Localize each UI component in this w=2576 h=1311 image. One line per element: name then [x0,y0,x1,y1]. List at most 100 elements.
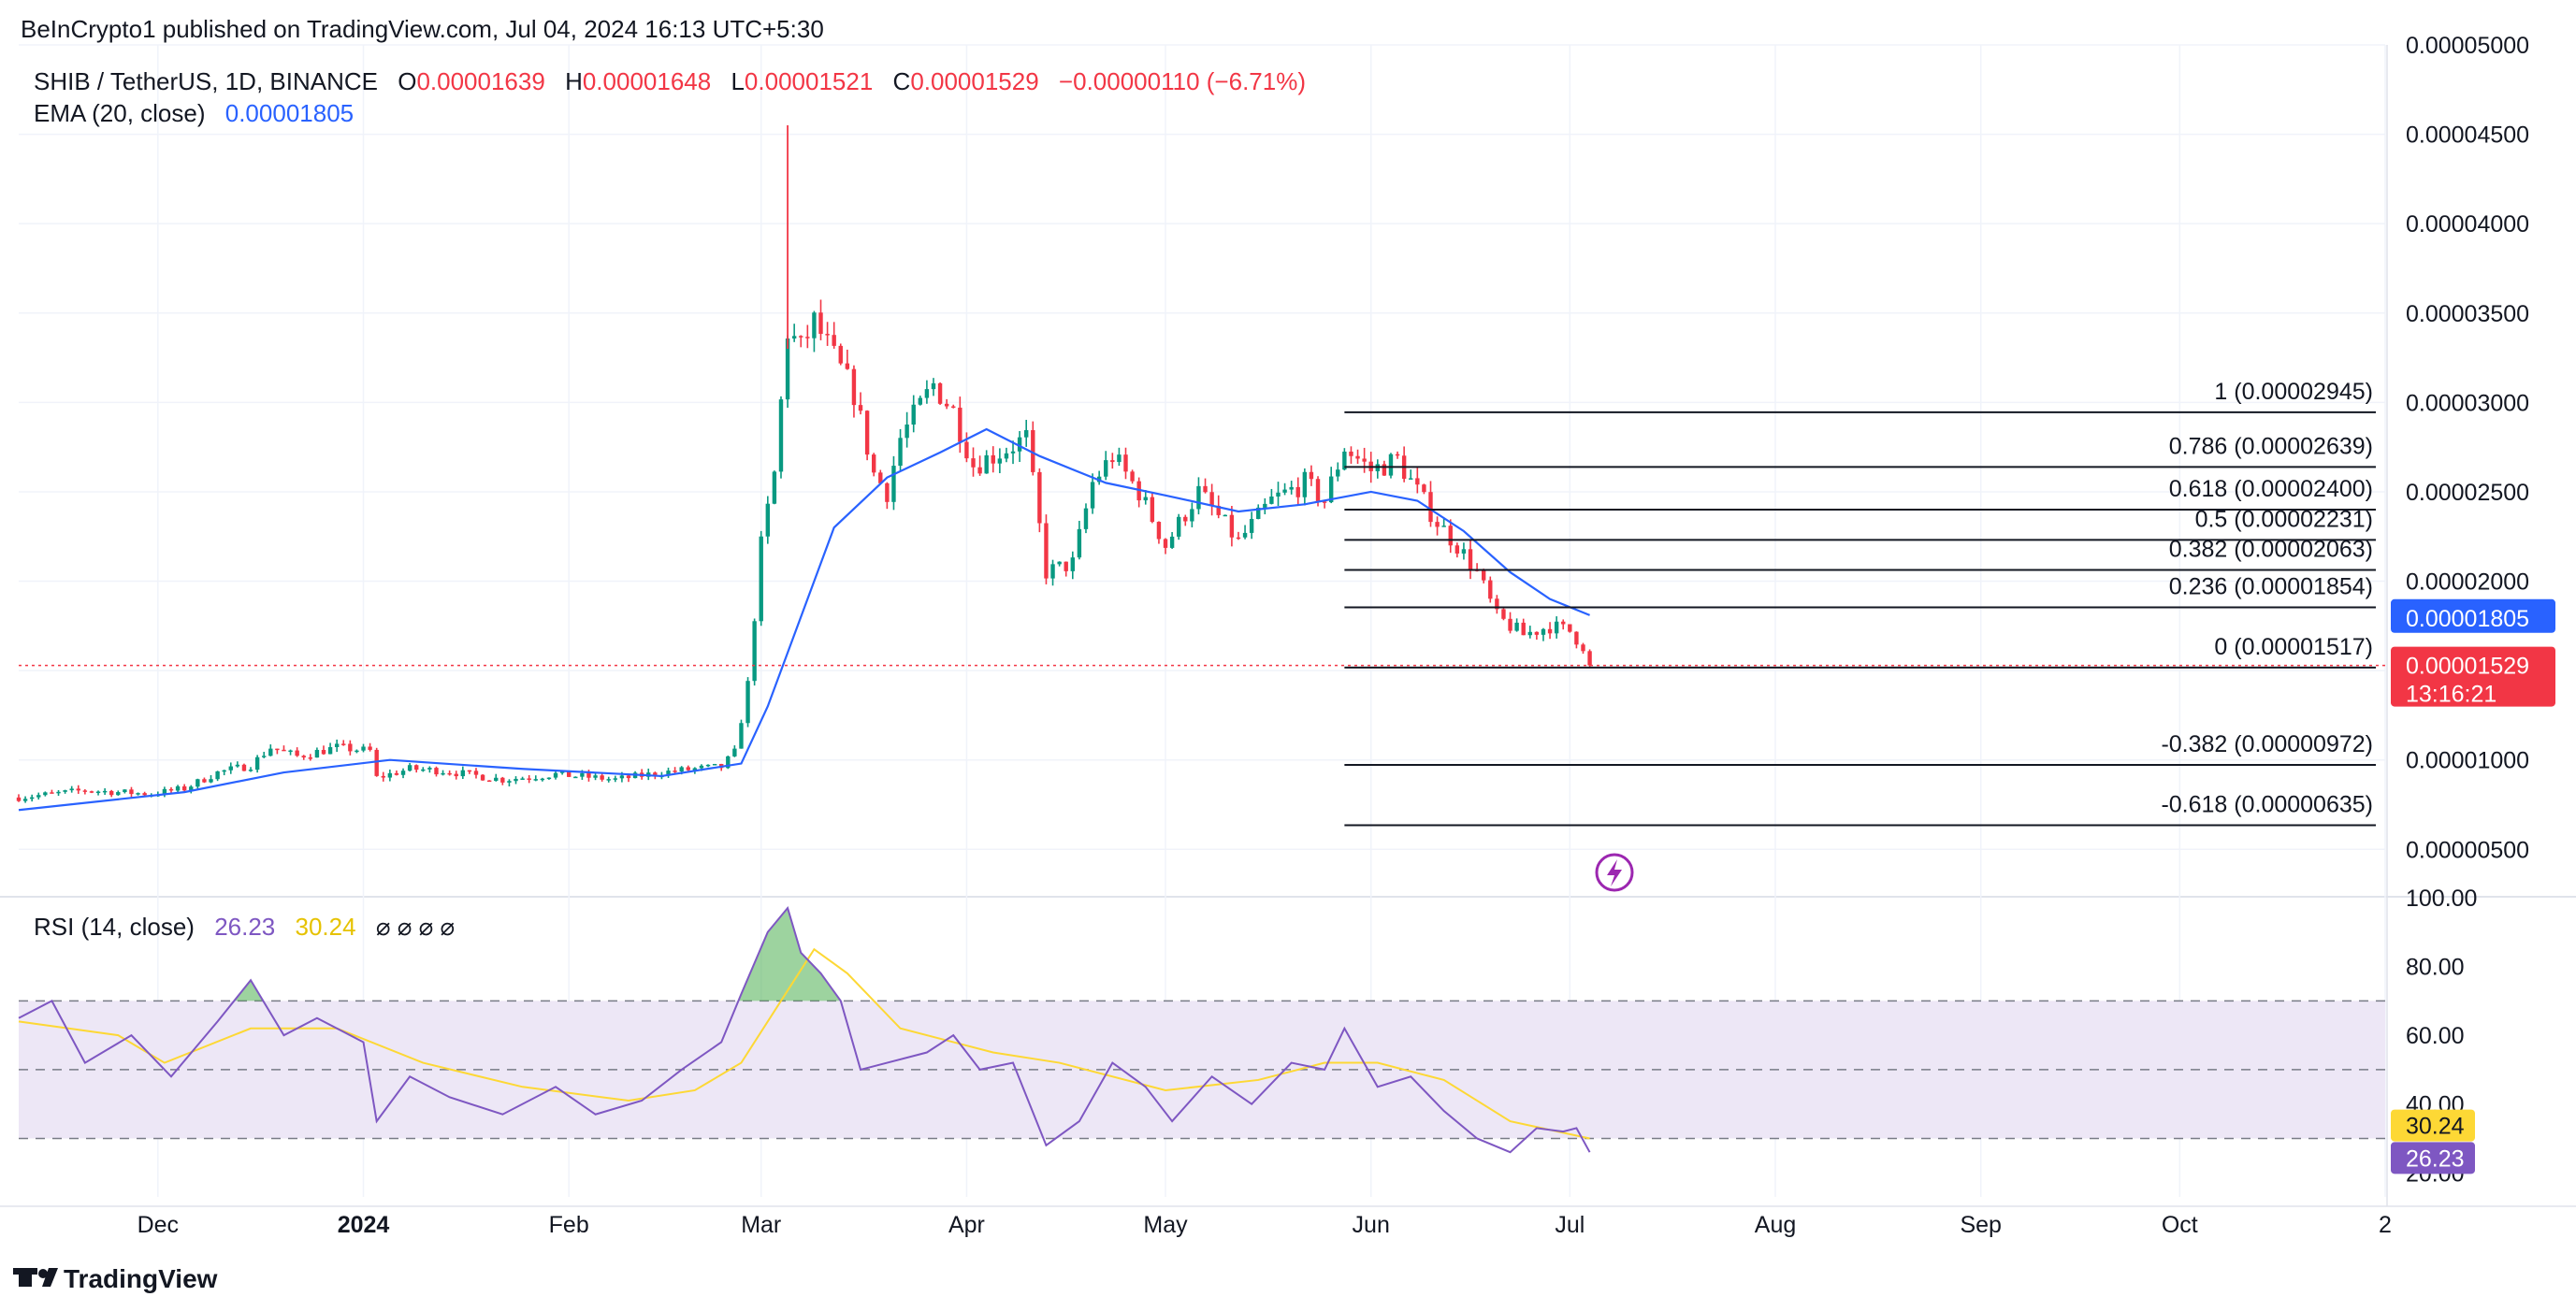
svg-text:0.00001529: 0.00001529 [2406,654,2529,680]
candle [812,310,817,353]
candle [56,789,61,797]
candle [778,396,784,479]
low-value: 0.00001521 [745,67,873,95]
candle [262,751,267,758]
candle [1263,497,1267,514]
close-value: 0.00001529 [910,67,1038,95]
svg-text:SHIB / TetherUS, 1D, BINANCE: SHIB / TetherUS, 1D, BINANCE O0.00001639… [34,67,1306,95]
candle [427,766,432,773]
candle [918,396,923,406]
candle [944,398,949,410]
candle [752,618,757,686]
candle [1355,449,1360,465]
svg-text:RSI (14, close) 26.23: RSI (14, close) 26.23 30.24 ⌀ ⌀ ⌀ ⌀ [34,913,455,941]
candle [898,428,903,470]
candle [50,789,54,794]
lightning-icon[interactable] [1595,853,1634,892]
candle [772,470,777,505]
candle [467,770,472,774]
candle [241,763,247,771]
candle [1256,504,1261,520]
publisher-text: BeInCrypto1 published on TradingView.com… [21,15,824,43]
candle [102,788,108,795]
fib-level-label: 0.236 (0.00001854) [2169,573,2373,599]
candle [43,791,48,797]
symbol-label: SHIB / TetherUS, 1D, BINANCE [34,67,378,95]
candle [937,382,943,405]
candle [553,771,558,780]
candle [1163,538,1168,555]
candle [268,744,273,756]
candle [1024,419,1029,447]
rsi-legend-value: 26.23 [214,913,275,941]
candle [1289,481,1294,495]
candle [527,775,531,784]
candle [414,764,419,773]
candle [1004,447,1009,463]
time-tick-label: Sep [1960,1212,2001,1238]
candle [606,776,611,783]
candle [1136,477,1141,508]
candle [1409,469,1413,480]
candle [765,496,771,544]
candle [1514,618,1519,632]
candle [254,755,260,773]
candle [355,749,359,754]
candle [911,395,916,433]
fib-retracement[interactable]: 1 (0.00002945) 0.786 (0.00002639) 0.618 (0… [1344,379,2376,827]
rsi-pane[interactable] [18,905,2385,1154]
candle [891,455,896,511]
time-tick-label: Apr [948,1212,985,1238]
candle [705,764,711,768]
candle [514,776,518,785]
candle [361,743,366,753]
rsi-legend: RSI (14, close) 26.23 30.24 ⌀ ⌀ ⌀ ⌀ [34,913,455,941]
price-pane[interactable]: 1 (0.00002945) 0.786 (0.00002639) 0.618 (0… [16,125,2385,827]
candle [791,324,797,342]
ema-legend-value: 0.00001805 [225,99,354,127]
candle [1481,569,1486,583]
candle [282,745,286,752]
candle [321,745,326,756]
candle [1050,559,1055,586]
candle [997,448,1003,474]
candle [228,762,233,774]
candle [739,719,744,749]
candle [845,349,850,370]
candle [546,777,552,780]
open-value: 0.00001639 [416,67,544,95]
candle [209,774,213,784]
candle [931,378,936,396]
candle [1242,525,1248,540]
candle [878,469,883,484]
candle [745,677,750,728]
candle [1309,465,1314,486]
candle [805,324,810,349]
candle [520,776,525,780]
close-label: C [893,67,911,95]
svg-text:30.24: 30.24 [2406,1114,2465,1140]
candle [573,776,578,779]
candle [984,450,989,474]
ohlc-legend: SHIB / TetherUS, 1D, BINANCE O0.00001639… [34,67,1306,127]
candle [686,765,690,771]
time-axis[interactable]: Dec 2024 Feb Mar Apr May Jun Jul Aug Sep Oct 2 [137,1212,2392,1238]
candle [1521,618,1526,636]
tradingview-logo[interactable]: TradingView [13,1264,218,1293]
candle [1169,531,1175,549]
candle [1587,649,1592,668]
high-value: 0.00001648 [583,67,711,95]
candle [1130,469,1135,484]
candle [1190,502,1194,527]
candle [1422,483,1426,495]
candle [473,768,479,779]
candle [1461,542,1467,560]
candle [109,789,114,798]
rsi-tick-label: 60.00 [2406,1023,2465,1049]
candle [460,766,466,780]
price-axis[interactable]: 0.00005000 0.00004500 0.00004000 0.00003500… [2406,33,2529,863]
candle [507,779,512,787]
